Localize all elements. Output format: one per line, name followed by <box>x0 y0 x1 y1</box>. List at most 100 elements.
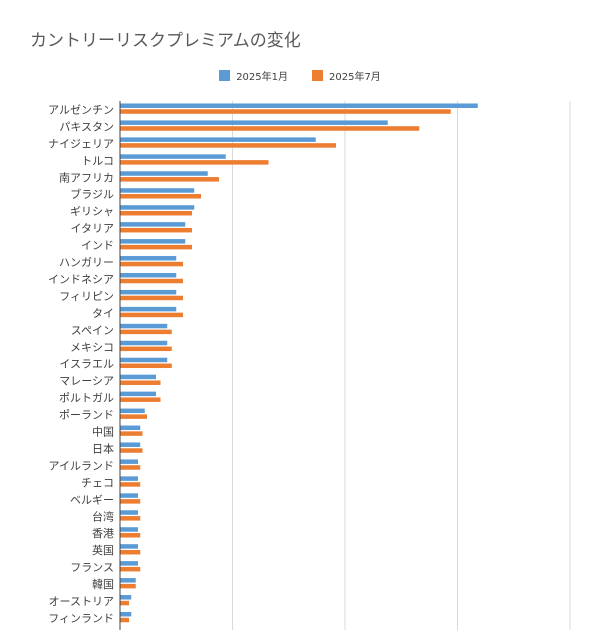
bar-jul <box>120 160 269 165</box>
bar-jan <box>120 256 177 261</box>
bar-jul <box>120 533 141 538</box>
bar-jan <box>120 595 132 600</box>
category-label: ポルトガル <box>59 392 114 405</box>
bar-jan <box>120 493 138 498</box>
category-label: 日本 <box>92 441 114 455</box>
bar-jan <box>120 323 168 329</box>
bar-jul <box>120 210 192 216</box>
bar-jan <box>120 476 138 481</box>
category-label: イスラエル <box>59 358 114 371</box>
category-label: チェコ <box>81 476 114 489</box>
bar-jul <box>120 600 129 606</box>
bar-jan <box>120 340 168 346</box>
bar-jan <box>120 544 138 549</box>
bar-jan <box>120 306 177 312</box>
bar-jul <box>120 499 141 504</box>
category-label: アイルランド <box>49 459 114 472</box>
bar-jul <box>120 126 420 131</box>
bar-jul <box>120 261 183 267</box>
bar-jul <box>120 397 161 402</box>
bar-jan <box>120 561 138 566</box>
bar-jul <box>120 109 451 114</box>
bar-jul <box>120 346 172 352</box>
category-label: 南アフリカ <box>59 171 114 184</box>
bar-jul <box>120 431 143 436</box>
bar-jul <box>120 414 147 419</box>
bar-jan <box>120 222 186 227</box>
bar-jul <box>120 143 336 148</box>
bar-jan <box>120 425 141 431</box>
bar-jul <box>120 448 143 453</box>
bar-jul <box>120 194 201 199</box>
bar-jan <box>120 272 177 278</box>
bar-jan <box>120 289 177 295</box>
category-label: トルコ <box>81 154 114 167</box>
legend-swatch-jul <box>312 70 323 81</box>
category-label: 韓国 <box>92 578 114 591</box>
bar-jul <box>120 549 141 555</box>
legend-label-jan: 2025年1月 <box>236 72 288 83</box>
category-label: オーストリア <box>49 595 114 608</box>
bar-jul <box>120 244 192 250</box>
legend-swatch-jan <box>219 70 231 81</box>
bar-jan <box>120 442 141 447</box>
bar-jul <box>120 566 141 572</box>
category-label: フィンランド <box>48 612 114 625</box>
category-label: フランス <box>70 561 114 574</box>
category-label: パキスタン <box>59 120 114 133</box>
bar-jul <box>120 583 136 589</box>
bar-jan <box>120 103 478 108</box>
category-label: インド <box>81 239 114 252</box>
bar-jul <box>120 295 183 301</box>
bar-jan <box>120 391 156 397</box>
bar-jul <box>120 363 172 369</box>
bar-jul <box>120 617 129 623</box>
category-label: ブラジル <box>70 187 114 201</box>
category-label: 香港 <box>92 527 114 540</box>
category-label: ハンガリー <box>59 256 114 269</box>
bar-jan <box>120 239 186 244</box>
bar-jul <box>120 482 141 487</box>
bar-jul <box>120 516 141 521</box>
category-label: ポーランド <box>59 409 114 422</box>
bar-jul <box>120 380 161 385</box>
bar-jul <box>120 312 183 318</box>
bar-jan <box>120 357 168 363</box>
bar-jan <box>120 171 208 176</box>
bar-jan <box>120 510 138 515</box>
category-label: スペイン <box>71 324 114 337</box>
category-label: ベルギー <box>70 493 114 506</box>
legend: 2025年1月 2025年7月 <box>0 68 600 83</box>
bar-jul <box>120 465 141 470</box>
category-label: インドネシア <box>48 273 114 286</box>
bar-jul <box>120 227 192 233</box>
category-label: アルゼンチン <box>48 103 114 116</box>
bar-jan <box>120 408 145 414</box>
bar-jan <box>120 527 138 532</box>
category-label: ギリシャ <box>70 205 114 218</box>
bar-jan <box>120 205 195 210</box>
bar-jan <box>120 137 316 142</box>
category-label: フィリピン <box>59 290 114 303</box>
category-label: 英国 <box>92 543 114 557</box>
bar-jan <box>120 188 195 193</box>
bar-jan <box>120 374 156 380</box>
category-label: メキシコ <box>70 341 114 354</box>
bar-jul <box>120 278 183 284</box>
category-label: ナイジェリア <box>48 137 114 150</box>
bar-jan <box>120 578 136 583</box>
bar-jan <box>120 611 132 617</box>
bar-jul <box>120 329 172 335</box>
legend-item-jul: 2025年7月 <box>312 68 381 83</box>
category-label: イタリア <box>70 222 114 235</box>
category-label: マレーシア <box>59 375 114 388</box>
bar-jan <box>120 120 388 125</box>
legend-item-jan: 2025年1月 <box>219 68 288 83</box>
category-label: 台湾 <box>92 509 114 523</box>
chart-title: カントリーリスクプレミアムの変化 <box>30 31 301 51</box>
bar-jul <box>120 177 219 182</box>
bar-jan <box>120 154 226 159</box>
legend-label-jul: 2025年7月 <box>329 72 381 83</box>
category-label: 中国 <box>92 426 114 439</box>
